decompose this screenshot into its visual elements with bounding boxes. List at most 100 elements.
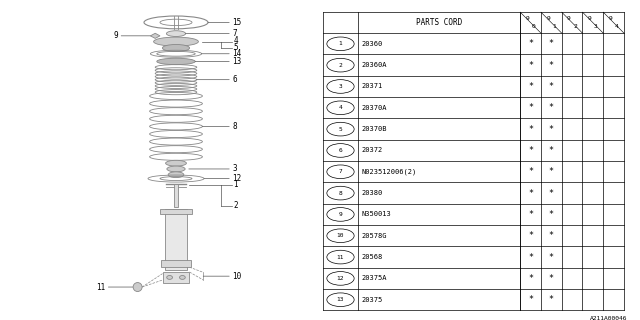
Circle shape (327, 186, 354, 200)
Text: *: * (549, 295, 554, 304)
Text: *: * (549, 146, 554, 155)
Text: 11: 11 (97, 283, 134, 292)
Circle shape (327, 58, 354, 72)
Bar (163, 272, 189, 283)
Text: *: * (549, 124, 554, 134)
Text: 11: 11 (337, 255, 344, 260)
Text: 3: 3 (189, 164, 237, 173)
Text: *: * (549, 274, 554, 283)
Ellipse shape (154, 37, 198, 46)
Text: *: * (549, 103, 554, 112)
Text: 20578G: 20578G (362, 233, 387, 239)
Ellipse shape (157, 58, 195, 65)
Text: *: * (549, 188, 554, 198)
Text: 10: 10 (204, 272, 241, 281)
Text: *: * (549, 61, 554, 70)
Text: 9: 9 (547, 16, 550, 21)
Text: *: * (549, 82, 554, 91)
Bar (174, 184, 178, 207)
Text: PARTS CORD: PARTS CORD (416, 18, 462, 27)
Text: 4: 4 (615, 24, 619, 29)
Text: *: * (528, 146, 533, 155)
Text: *: * (528, 39, 533, 48)
Circle shape (327, 165, 354, 179)
Text: *: * (528, 188, 533, 198)
Circle shape (327, 229, 354, 243)
Circle shape (327, 122, 354, 136)
Circle shape (327, 208, 354, 221)
Text: 15: 15 (208, 18, 241, 27)
Bar (160, 209, 192, 214)
Text: *: * (549, 231, 554, 240)
Text: 8: 8 (339, 191, 342, 196)
Text: 2: 2 (234, 201, 238, 210)
Text: *: * (528, 252, 533, 261)
Circle shape (133, 283, 142, 292)
Ellipse shape (168, 172, 184, 178)
Text: *: * (528, 210, 533, 219)
Text: 2: 2 (339, 63, 342, 68)
Text: 20360A: 20360A (362, 62, 387, 68)
Text: N350013: N350013 (362, 212, 392, 217)
Text: 20370A: 20370A (362, 105, 387, 111)
Circle shape (327, 80, 354, 93)
Text: *: * (528, 231, 533, 240)
Text: 0: 0 (532, 24, 536, 29)
Text: *: * (549, 252, 554, 261)
Text: 13: 13 (337, 297, 344, 302)
Text: 8: 8 (202, 122, 237, 131)
Bar (165, 209, 187, 270)
Text: 9: 9 (609, 16, 612, 21)
Text: *: * (528, 124, 533, 134)
Circle shape (327, 250, 354, 264)
Text: 6: 6 (339, 148, 342, 153)
Circle shape (327, 144, 354, 157)
Text: 1: 1 (339, 41, 342, 46)
Text: 7: 7 (339, 169, 342, 174)
Ellipse shape (163, 44, 189, 52)
Text: 9: 9 (567, 16, 571, 21)
Bar (161, 260, 191, 267)
Text: 10: 10 (337, 233, 344, 238)
Text: 20375A: 20375A (362, 276, 387, 281)
Ellipse shape (167, 276, 173, 279)
Text: 12: 12 (337, 276, 344, 281)
Ellipse shape (167, 166, 185, 172)
Text: *: * (528, 274, 533, 283)
Ellipse shape (166, 31, 186, 36)
Ellipse shape (180, 276, 186, 279)
Text: *: * (528, 295, 533, 304)
Text: A211A00046: A211A00046 (589, 316, 627, 320)
Text: 9: 9 (525, 16, 529, 21)
Text: N023512006(2): N023512006(2) (362, 169, 417, 175)
Text: 14: 14 (202, 49, 241, 58)
Text: 5: 5 (234, 43, 238, 52)
Text: 12: 12 (204, 174, 241, 183)
Polygon shape (150, 33, 160, 38)
Text: 6: 6 (197, 75, 237, 84)
Circle shape (327, 272, 354, 285)
Text: *: * (549, 210, 554, 219)
Text: *: * (528, 103, 533, 112)
Text: 1: 1 (552, 24, 556, 29)
Text: 9: 9 (588, 16, 591, 21)
Text: 20568: 20568 (362, 254, 383, 260)
Text: *: * (549, 167, 554, 176)
Text: 13: 13 (195, 57, 241, 66)
Circle shape (327, 37, 354, 51)
Text: 2: 2 (573, 24, 577, 29)
Text: *: * (549, 39, 554, 48)
Text: 4: 4 (339, 105, 342, 110)
Text: 5: 5 (339, 127, 342, 132)
Text: 9: 9 (114, 31, 151, 40)
Text: 20375: 20375 (362, 297, 383, 303)
Text: *: * (528, 82, 533, 91)
Ellipse shape (166, 160, 186, 166)
Text: *: * (528, 61, 533, 70)
Text: 20370B: 20370B (362, 126, 387, 132)
Text: 9: 9 (339, 212, 342, 217)
Text: 20360: 20360 (362, 41, 383, 47)
Text: *: * (528, 167, 533, 176)
Text: 20371: 20371 (362, 84, 383, 90)
Text: 3: 3 (594, 24, 598, 29)
